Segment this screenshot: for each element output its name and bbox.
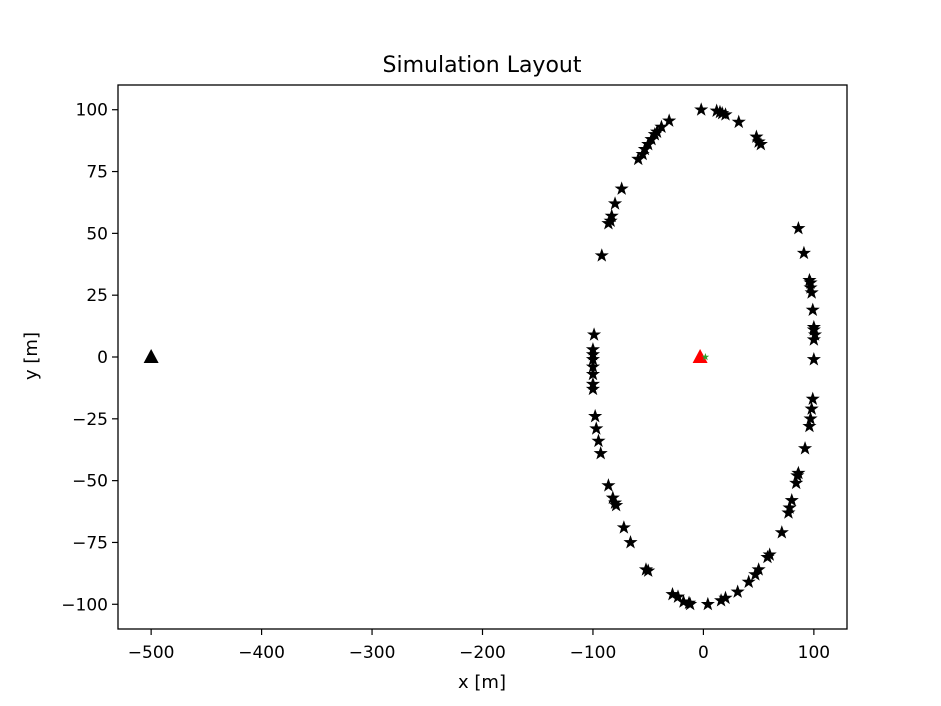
star-marker: [806, 332, 821, 346]
y-tick-label: −100: [61, 595, 108, 615]
star-marker: [804, 401, 819, 415]
star-marker: [670, 589, 686, 603]
y-tick-label: 100: [76, 101, 108, 121]
star-marker: [784, 493, 799, 507]
star-marker: [694, 102, 709, 116]
star-marker: [623, 535, 638, 549]
star-marker: [751, 562, 766, 576]
x-tick-label: −400: [238, 643, 285, 663]
star-marker: [594, 248, 609, 262]
star-marker: [585, 381, 601, 396]
star-marker: [587, 327, 602, 341]
star-marker: [616, 520, 631, 534]
star-marker: [607, 196, 623, 210]
star-marker: [601, 216, 616, 230]
star-marker: [662, 113, 677, 127]
star-marker: [774, 525, 789, 539]
y-tick-label: 75: [86, 163, 108, 183]
star-marker: [802, 272, 817, 287]
x-tick-label: −500: [128, 643, 175, 663]
star-marker: [609, 497, 624, 512]
star-marker: [803, 411, 818, 425]
star-marker: [731, 114, 746, 129]
x-tick-label: −200: [459, 643, 506, 663]
star-marker: [791, 221, 806, 235]
point-marker: [701, 353, 710, 361]
star-marker: [741, 574, 756, 589]
star-marker: [781, 505, 796, 519]
star-marker: [641, 563, 656, 577]
triangle-marker: [143, 349, 159, 363]
star-marker: [806, 352, 821, 366]
star-marker: [718, 590, 733, 605]
star-marker: [589, 421, 604, 435]
chart-title: Simulation Layout: [383, 53, 582, 78]
x-axis-label: x [m]: [458, 672, 506, 693]
x-tick-label: −100: [570, 643, 617, 663]
star-marker: [753, 136, 768, 151]
y-axis-label: y [m]: [21, 332, 42, 380]
x-tick-label: −300: [349, 643, 396, 663]
plot-markers: [143, 102, 823, 611]
plot-frame: [117, 84, 848, 630]
star-marker: [683, 596, 698, 611]
star-marker: [614, 181, 629, 195]
star-marker: [593, 446, 608, 460]
star-marker: [700, 596, 715, 611]
y-tick-label: −25: [72, 410, 108, 430]
star-marker: [805, 302, 820, 317]
y-tick-label: 25: [86, 286, 108, 306]
star-marker: [588, 408, 603, 423]
star-marker: [806, 319, 821, 334]
y-tick-label: 0: [97, 348, 108, 368]
axis-ticks: −500 −400 −300 −200 −100 0 100 −100 −75 −50 −25 0 25…: [61, 101, 830, 663]
star-marker: [791, 465, 806, 480]
x-tick-label: 0: [698, 643, 709, 663]
star-marker: [782, 500, 797, 514]
y-tick-label: −50: [72, 472, 108, 492]
star-marker: [804, 285, 819, 299]
y-tick-label: −75: [72, 533, 108, 553]
star-marker: [762, 547, 777, 561]
y-tick-label: 50: [86, 224, 108, 244]
star-marker: [631, 151, 646, 166]
x-tick-label: 100: [798, 643, 830, 663]
star-marker: [591, 433, 606, 448]
star-marker: [730, 584, 745, 598]
star-marker: [718, 107, 733, 121]
star-marker: [797, 441, 813, 455]
star-marker: [796, 245, 811, 260]
star-marker: [805, 391, 820, 406]
star-marker: [601, 478, 616, 492]
